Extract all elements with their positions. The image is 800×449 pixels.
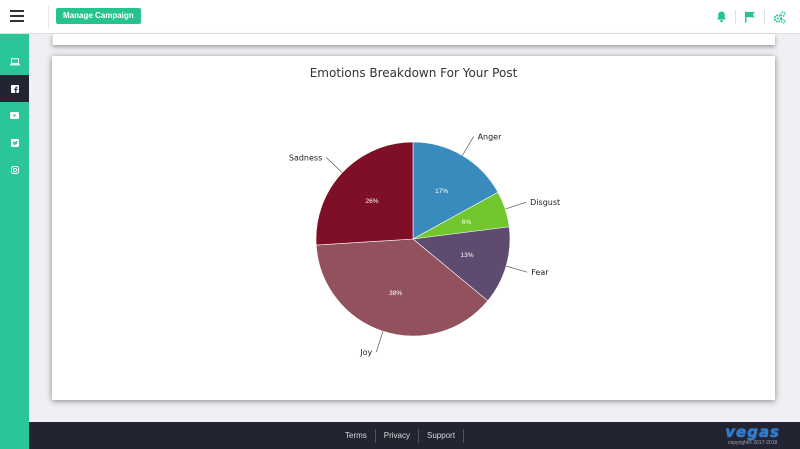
bell-icon[interactable] xyxy=(714,10,728,24)
footer-separator xyxy=(418,428,420,443)
twitter-icon xyxy=(10,138,19,147)
sidebar-item-facebook[interactable] xyxy=(0,75,29,102)
pie-category-label: Sadness xyxy=(289,154,322,163)
youtube-icon xyxy=(10,112,19,119)
pie-category-label: Joy xyxy=(359,348,372,357)
pie-value-label: 38% xyxy=(389,290,402,297)
icon-separator xyxy=(764,10,765,24)
pie-connector-line xyxy=(326,157,343,173)
pie-slice-sadness[interactable] xyxy=(315,141,414,246)
pie-slice-anger[interactable] xyxy=(412,141,499,240)
sidebar-item-twitter[interactable] xyxy=(0,129,29,156)
top-icon-group xyxy=(714,10,786,24)
brand-name: vegas xyxy=(725,423,780,441)
pie-category-label: Anger xyxy=(478,133,503,142)
icon-separator xyxy=(735,10,736,24)
brand-logo: vegas copyright© 2017-2018 xyxy=(725,423,780,446)
pie-category-label: Disgust xyxy=(530,198,560,207)
top-bar: Manage Campaign xyxy=(0,0,800,34)
pie-value-label: 6% xyxy=(462,219,472,226)
cogs-icon[interactable] xyxy=(772,10,786,24)
emotions-chart-card: Emotions Breakdown For Your Post 17% Ange… xyxy=(52,56,775,400)
footer-link-support[interactable]: Support xyxy=(427,431,456,440)
footer-link-terms[interactable]: Terms xyxy=(345,431,367,440)
manage-campaign-button[interactable]: Manage Campaign xyxy=(56,8,141,24)
top-divider xyxy=(48,6,49,28)
footer: Terms Privacy Support vegas copyright© 2… xyxy=(29,422,800,449)
instagram-icon xyxy=(10,165,19,174)
footer-separator xyxy=(463,428,465,443)
footer-link-privacy[interactable]: Privacy xyxy=(383,431,411,440)
pie-value-label: 26% xyxy=(365,198,378,205)
main-content: Emotions Breakdown For Your Post 17% Ange… xyxy=(29,34,800,422)
pie-value-label: 17% xyxy=(435,188,448,195)
sidebar xyxy=(0,34,29,449)
emotions-pie-chart: 17% Anger 6% Disgust 13% Fear 38% Joy 26% Sadness xyxy=(289,133,560,358)
pie-connector-line xyxy=(375,331,384,353)
pie-value-label: 13% xyxy=(461,252,474,259)
pie-slice-fear[interactable] xyxy=(412,226,511,302)
flag-icon[interactable] xyxy=(743,10,757,24)
footer-separator xyxy=(374,428,376,443)
sidebar-item-dashboard[interactable] xyxy=(0,48,29,75)
pie-slice-joy[interactable] xyxy=(315,238,489,337)
pie-connector-line xyxy=(505,201,527,210)
pie-connector-line xyxy=(462,136,474,156)
facebook-icon xyxy=(10,84,19,93)
footer-links: Terms Privacy Support xyxy=(337,422,465,449)
sidebar-item-instagram[interactable] xyxy=(0,156,29,183)
laptop-icon xyxy=(9,57,20,65)
copyright-text: copyright© 2017-2018 xyxy=(727,440,778,446)
sidebar-item-youtube[interactable] xyxy=(0,102,29,129)
chart-title: Emotions Breakdown For Your Post xyxy=(309,66,518,80)
pie-category-label: Fear xyxy=(531,268,549,277)
previous-card xyxy=(52,34,775,45)
pie-connector-line xyxy=(506,265,528,273)
menu-toggle-icon[interactable] xyxy=(10,10,24,22)
